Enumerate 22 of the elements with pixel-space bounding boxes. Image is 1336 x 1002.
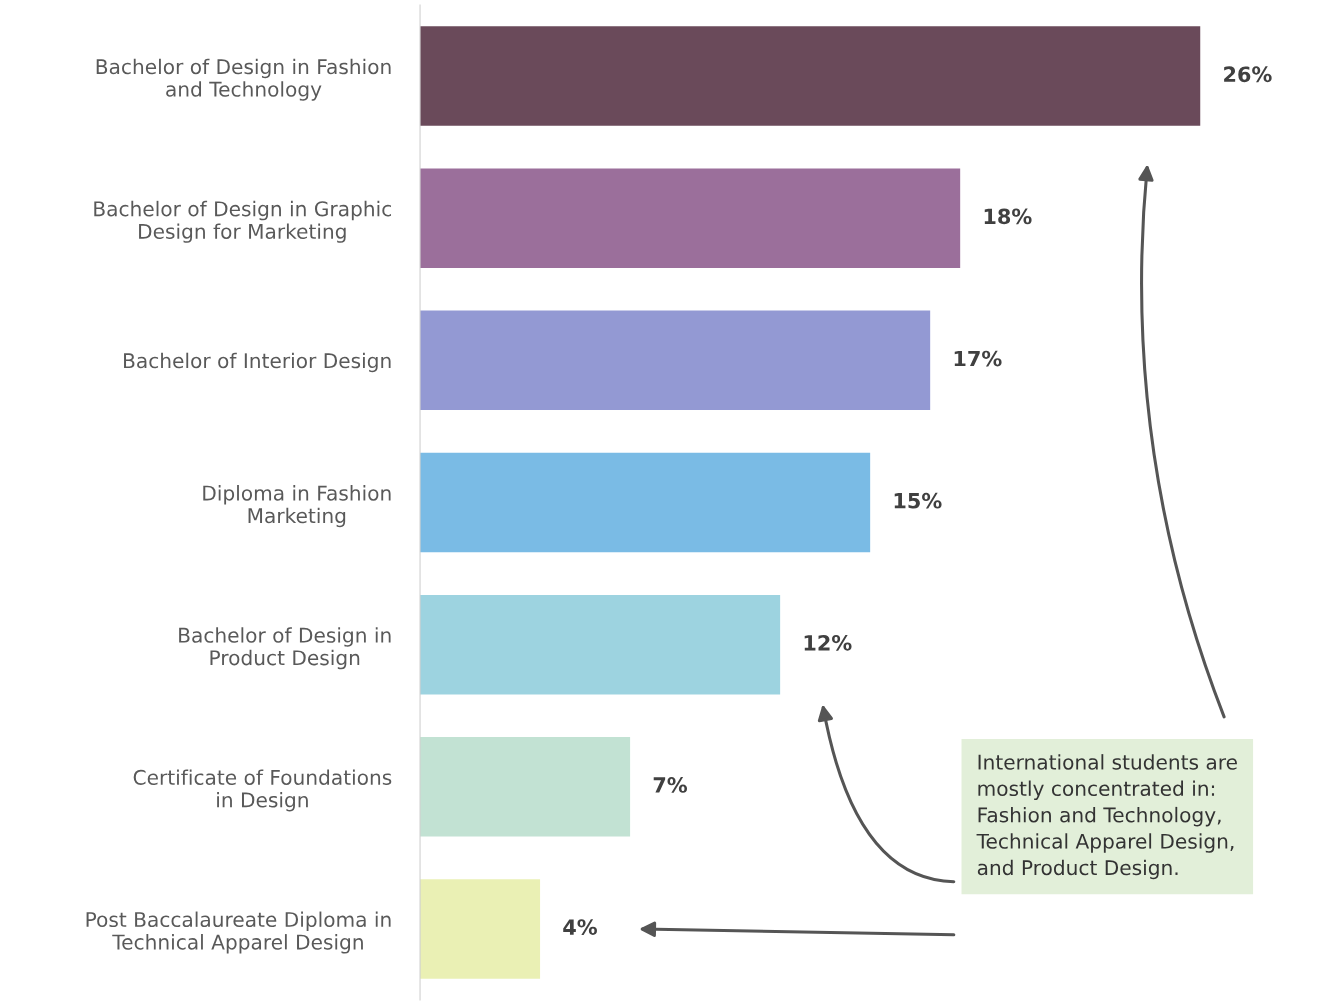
y-tick-label: Certificate of Foundations in Design bbox=[133, 769, 392, 812]
data-label: 7% bbox=[653, 777, 688, 793]
data-label: 17% bbox=[954, 350, 1002, 367]
y-tick-label: Bachelor of Design in Product Design bbox=[179, 627, 391, 670]
data-label: 4% bbox=[563, 919, 597, 935]
y-tick-label: Diploma in Fashion Marketing bbox=[203, 485, 391, 528]
annotation: International students are mostly concentrated in: Fashion and Technology, Technical Apparel Design, and Product Design. bbox=[976, 754, 1237, 880]
y-tick-label: Bachelor of Interior Design bbox=[124, 352, 391, 373]
data-label: 12% bbox=[804, 634, 852, 651]
bar bbox=[420, 168, 961, 268]
data-label: 26% bbox=[1224, 66, 1272, 83]
bar bbox=[420, 310, 931, 411]
bar bbox=[420, 879, 541, 979]
y-tick-label: Bachelor of Design in Fashion and Technology bbox=[96, 58, 391, 101]
bar bbox=[420, 452, 871, 553]
data-label: 18% bbox=[984, 208, 1032, 225]
bar bbox=[420, 594, 781, 695]
bar bbox=[420, 26, 1201, 126]
y-tick-label: Post Baccalaureate Diploma in Technical Apparel Design bbox=[86, 911, 391, 954]
bar bbox=[420, 737, 631, 837]
data-label: 15% bbox=[894, 492, 942, 509]
y-tick-label: Bachelor of Design in Graphic Design for Marketing bbox=[94, 200, 392, 243]
